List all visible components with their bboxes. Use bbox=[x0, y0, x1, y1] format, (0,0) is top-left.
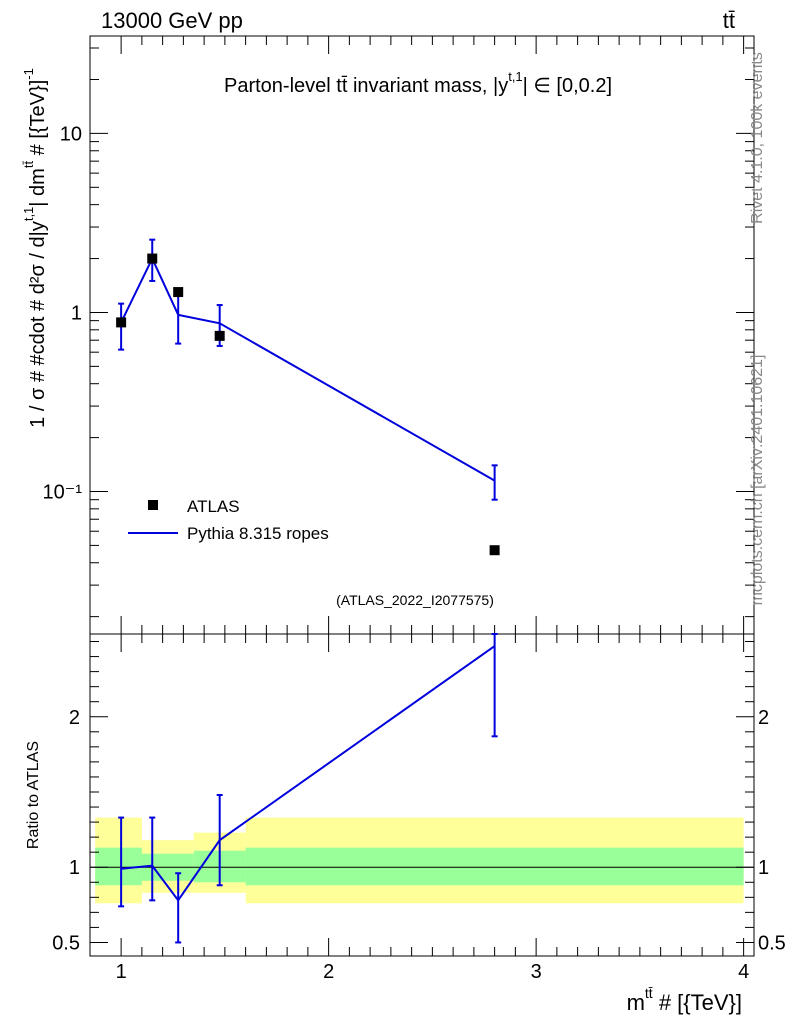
ratio-axis-ticks bbox=[90, 634, 754, 956]
plot-title: Parton-level tt̄ invariant mass, |yt,1| … bbox=[224, 69, 612, 97]
ratio-y-tick-label-right: 2 bbox=[758, 707, 769, 729]
rivet-version-note: Rivet 4.1.0, 100k events bbox=[749, 52, 766, 224]
legend: ATLAS Pythia 8.315 ropes bbox=[128, 497, 329, 543]
mcplots-reference-note: mcplots.cern.ch [arXiv:2401.10621] bbox=[749, 355, 766, 606]
main-y-tick-labels: 10 1 10⁻¹ bbox=[43, 123, 83, 503]
main-y-tick-label: 1 bbox=[71, 302, 82, 324]
x-label-sup: tt̄ bbox=[645, 985, 653, 1001]
x-tick-label: 1 bbox=[116, 961, 127, 983]
y-label-sup1: t,1 bbox=[21, 207, 36, 221]
atlas-data-point bbox=[116, 317, 127, 328]
atlas-data-point bbox=[173, 287, 184, 298]
ratio-y-tick-label-left: 0.5 bbox=[52, 932, 80, 954]
atlas-data-point bbox=[214, 330, 225, 341]
x-axis-label: mtt̄ # [{TeV}] bbox=[627, 985, 742, 1015]
analysis-watermark: (ATLAS_2022_I2077575) bbox=[336, 592, 494, 608]
atlas-data-point bbox=[489, 545, 500, 556]
main-y-tick-label: 10⁻¹ bbox=[43, 482, 83, 504]
y-label-sup3: -1 bbox=[21, 68, 36, 80]
legend-atlas-label: ATLAS bbox=[187, 497, 240, 516]
x-tick-labels: 1 2 3 4 bbox=[116, 961, 750, 983]
legend-pythia-label: Pythia 8.315 ropes bbox=[187, 524, 329, 543]
x-label-main: m bbox=[627, 990, 645, 1015]
y-label-part2: | dm bbox=[27, 168, 49, 207]
x-tick-label: 4 bbox=[738, 961, 749, 983]
x-tick-label: 3 bbox=[531, 961, 542, 983]
plot-title-main: Parton-level tt̄ invariant mass, |y bbox=[224, 75, 508, 97]
main-axis-ticks bbox=[90, 36, 754, 634]
plot-title-sup: t,1 bbox=[508, 69, 522, 84]
ratio-y-tick-label-left: 1 bbox=[69, 857, 80, 879]
x-tick-label: 2 bbox=[323, 961, 334, 983]
main-panel: 10 1 10⁻¹ Parton-level tt̄ invariant mass,… bbox=[21, 35, 755, 635]
ratio-y-tick-label-right: 0.5 bbox=[758, 932, 786, 954]
y-label-part3: # [{TeV}] bbox=[27, 80, 49, 161]
main-y-tick-label: 10 bbox=[60, 123, 82, 145]
x-label-tail: # [{TeV}] bbox=[653, 990, 742, 1015]
main-data-marks bbox=[116, 238, 500, 556]
process-label: tt̄ bbox=[723, 8, 735, 33]
plot-title-tail: | ∈ [0,0.2] bbox=[523, 75, 612, 97]
ratio-plot-frame bbox=[89, 633, 755, 957]
y-label-sup2: tt̄ bbox=[21, 161, 36, 169]
ratio-y-tick-label-right: 1 bbox=[758, 857, 769, 879]
ratio-uncertainty-bands bbox=[95, 817, 744, 904]
y-label-part1: 1 / σ # #cdot # d²σ / d|y bbox=[27, 221, 49, 428]
atlas-data-point bbox=[147, 253, 158, 264]
main-plot-frame bbox=[89, 35, 755, 635]
legend-atlas-marker bbox=[148, 500, 158, 510]
ratio-panel: 0.5 0.5 1 1 2 2 1 2 3 4 Ratio to ATLAS mtt̄ # [{… bbox=[25, 633, 786, 1015]
ratio-y-tick-label-left: 2 bbox=[69, 707, 80, 729]
ratio-y-axis-label: Ratio to ATLAS bbox=[25, 741, 42, 849]
collision-energy-label: 13000 GeV pp bbox=[101, 8, 243, 33]
main-y-axis-label: 1 / σ # #cdot # d²σ / d|yt,1| dmtt̄ # [{… bbox=[21, 68, 49, 428]
ratio-data-marks bbox=[118, 633, 498, 944]
ratio-y-tick-labels: 0.5 0.5 1 1 2 2 bbox=[52, 707, 786, 955]
ratio-inner-band bbox=[245, 847, 744, 886]
